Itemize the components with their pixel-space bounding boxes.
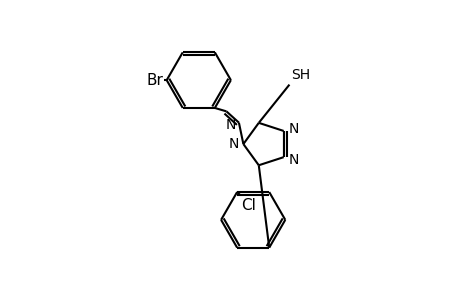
Text: N: N	[228, 137, 238, 151]
Text: SH: SH	[290, 68, 309, 82]
Text: Cl: Cl	[241, 198, 256, 213]
Text: N: N	[287, 153, 298, 167]
Text: Br: Br	[146, 73, 163, 88]
Text: N: N	[287, 122, 298, 136]
Text: N: N	[225, 118, 235, 132]
